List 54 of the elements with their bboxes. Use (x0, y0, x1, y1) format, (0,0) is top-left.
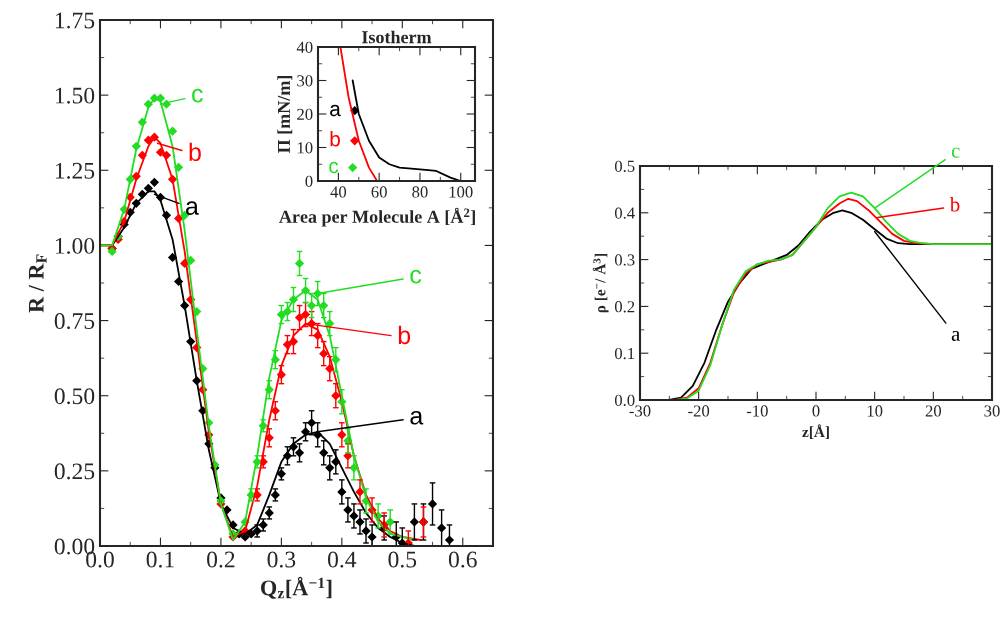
annotation: b (189, 142, 201, 162)
y-tick-label: 0.0 (614, 394, 635, 407)
y-tick-label: 0 (305, 175, 313, 187)
y-axis-title: ρ [e$^{−}$/ Å$^{3}$] (592, 253, 609, 313)
x-tick-label: 0 (812, 405, 820, 417)
y-tick-label: 40 (296, 41, 313, 53)
y-tick-label: 10 (297, 142, 313, 154)
x-tick-label: 20 (925, 405, 942, 417)
y-tick-label: 1.50 (55, 87, 95, 104)
chart-title: Isotherm (362, 30, 432, 44)
y-tick-label: 0.5 (614, 160, 635, 173)
y-axis-title: R / R$_{F}$ (28, 254, 47, 313)
x-axis-title: z[Å] (802, 424, 829, 439)
x-axis-title: Area per Molecule A [Å$^{2}$] (279, 207, 475, 227)
annotation: a (186, 201, 199, 215)
x-tick-label: 10 (867, 405, 883, 417)
x-tick-label: 40 (330, 186, 347, 198)
annotation: a (951, 330, 961, 341)
y-tick-label: 0.4 (614, 207, 635, 219)
x-tick-label: 0.4 (327, 551, 357, 568)
y-axis-title: Π [mN/m] (277, 75, 293, 154)
x-tick-label: 0.5 (388, 551, 417, 568)
annotation: a (410, 410, 424, 425)
x-tick-label: 60 (371, 186, 387, 198)
annotation: c (329, 161, 339, 174)
x-tick-label: -30 (629, 405, 651, 417)
y-tick-label: 1.75 (55, 12, 95, 29)
annotation: a (330, 104, 341, 117)
annotation: c (410, 269, 422, 284)
x-tick-label: 30 (984, 405, 1000, 417)
y-tick-label: 1.25 (55, 162, 95, 179)
y-tick-label: 20 (297, 108, 313, 120)
annotation: c (951, 147, 960, 158)
x-tick-label: 0.1 (146, 551, 174, 568)
y-tick-label: 0.1 (614, 347, 635, 360)
annotation: b (949, 196, 960, 212)
y-tick-label: 1.00 (55, 237, 95, 254)
x-tick-label: 0.6 (448, 551, 477, 568)
y-tick-label: 0.3 (614, 254, 635, 266)
y-tick-label: 30 (297, 75, 313, 87)
x-tick-label: 100 (449, 186, 473, 198)
y-tick-label: 0.50 (54, 388, 95, 405)
annotation: b (330, 131, 340, 147)
x-tick-label: 80 (412, 186, 428, 198)
x-tick-label: -20 (688, 405, 710, 417)
x-tick-label: 0.2 (207, 551, 235, 568)
x-axis-title: Q$_{z}$[Å$^{−1}$] (261, 576, 332, 599)
x-tick-label: -10 (746, 405, 768, 417)
annotation: c (192, 88, 203, 103)
x-tick-label: 0.3 (267, 551, 296, 568)
y-tick-label: 0.2 (614, 301, 635, 313)
y-tick-label: 0.25 (54, 463, 95, 480)
y-tick-label: 0.75 (54, 313, 95, 330)
annotation: b (398, 325, 411, 345)
